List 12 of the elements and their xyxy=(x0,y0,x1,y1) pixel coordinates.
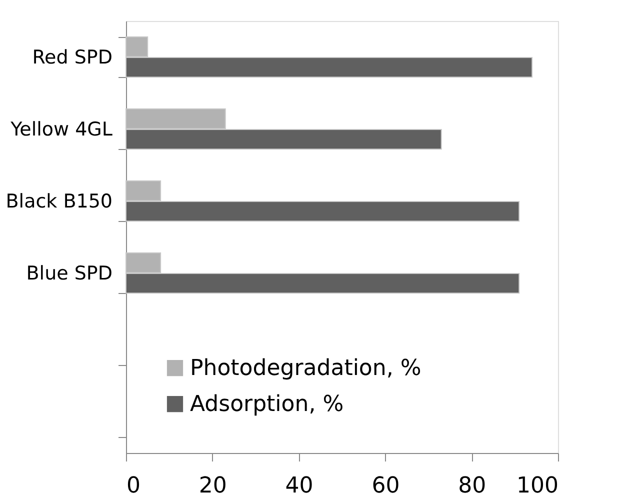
y-tick-label: Red SPD xyxy=(32,46,112,68)
x-tick-label: 40 xyxy=(285,474,314,498)
x-tick-label: 80 xyxy=(458,474,486,498)
x-tick-label: 60 xyxy=(372,474,400,498)
legend-label: Adsorption, % xyxy=(190,392,344,417)
legend-label: Photodegradation, % xyxy=(190,356,422,381)
x-tick-label: 100 xyxy=(516,474,558,498)
y-tick-label: Blue SPD xyxy=(26,262,112,284)
x-tick-label: 0 xyxy=(126,474,140,498)
y-tick-label: Black B150 xyxy=(6,190,112,212)
x-tick-label: 20 xyxy=(198,474,227,498)
y-tick-label: Yellow 4GL xyxy=(10,118,113,140)
